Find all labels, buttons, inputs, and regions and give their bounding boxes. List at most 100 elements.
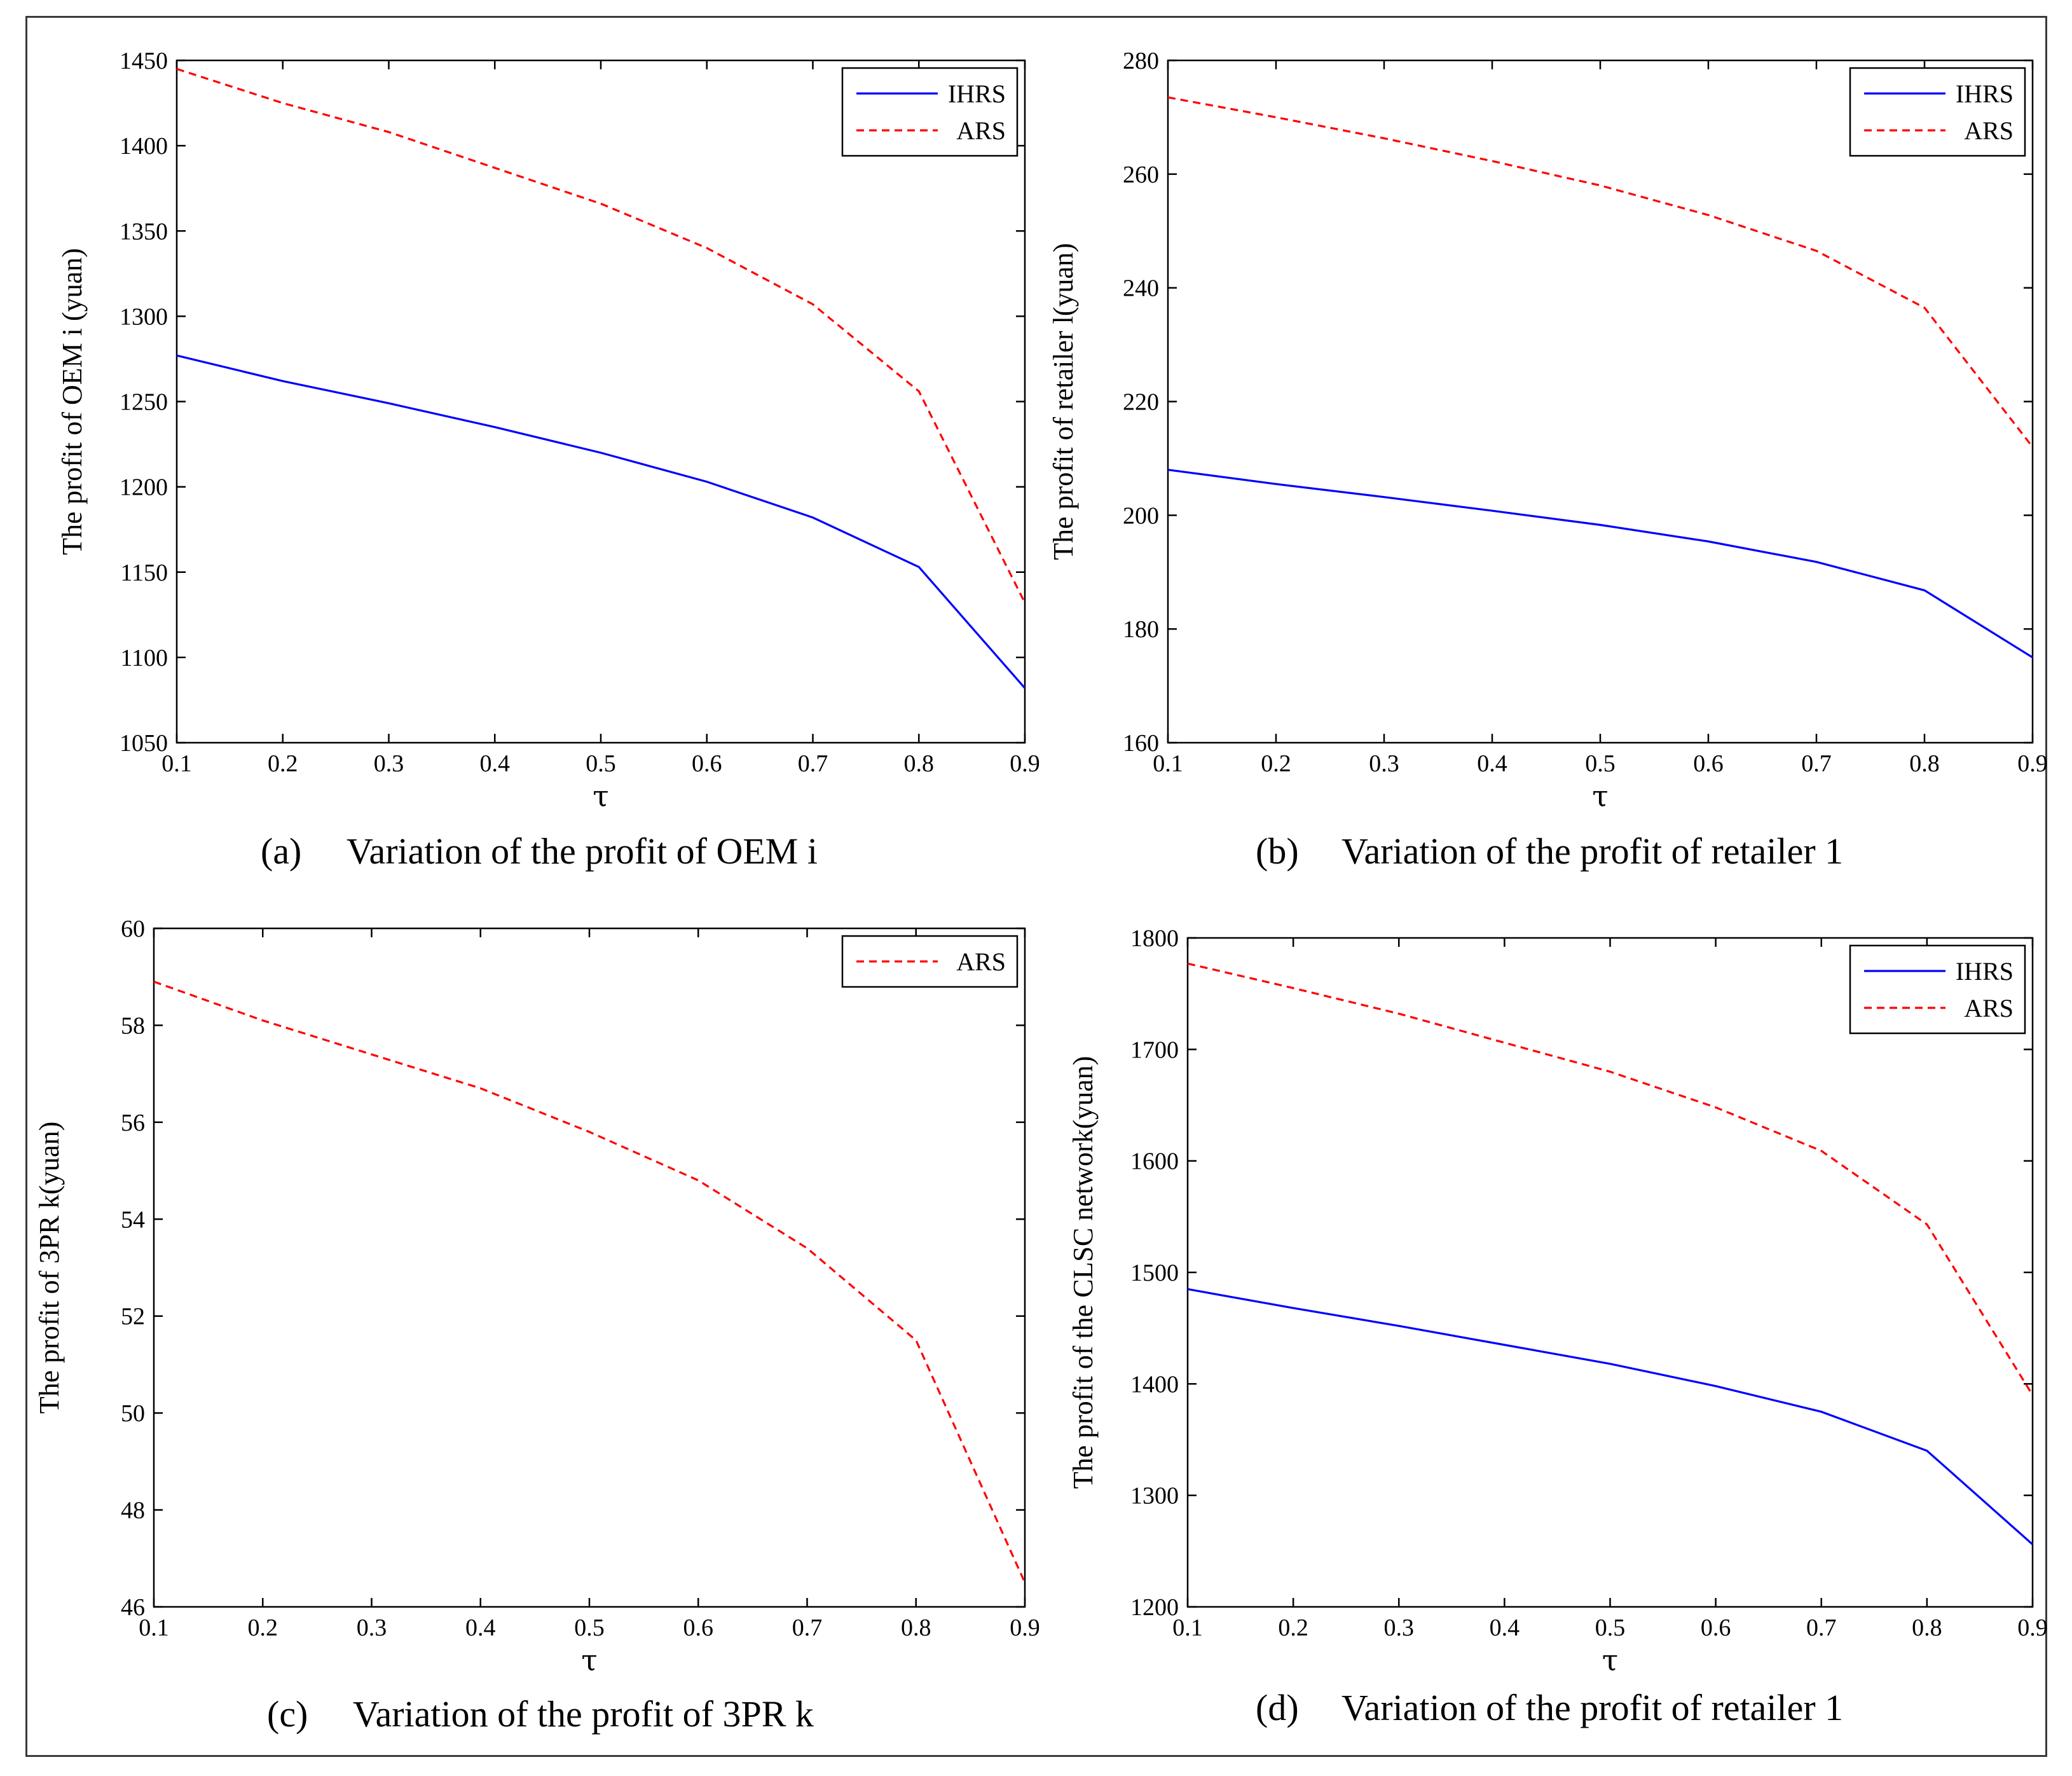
y-tick-label: 200 xyxy=(1123,502,1159,529)
chart-panel-c: 0.1 0.2 0.3 0.4 0.5 0.6 0.7 0.8 0.9 46 48 50 52 54 56 5… xyxy=(34,916,1040,1735)
legend-label: IHRS xyxy=(948,79,1006,108)
y-tick-label: 180 xyxy=(1123,616,1159,643)
caption-tag: (a) xyxy=(261,830,301,872)
caption-text: Variation of the profit of 3PR k xyxy=(353,1693,814,1735)
x-tick-label: 0.6 xyxy=(683,1614,714,1641)
legend: ARS xyxy=(841,935,1019,988)
x-tick-label: 0.9 xyxy=(2017,750,2048,777)
y-tick-label: 48 xyxy=(121,1497,145,1524)
chart-panel-d: 0.1 0.2 0.3 0.4 0.5 0.6 0.7 0.8 0.9 1200 1300 1400 1… xyxy=(1067,925,2048,1728)
x-tick-label: 0.2 xyxy=(1261,750,1291,777)
legend-label: ARS xyxy=(1964,116,2014,145)
x-tick-label: 0.5 xyxy=(1585,750,1616,777)
x-tick-label: 0.3 xyxy=(1369,750,1399,777)
x-tick-label: 0.1 xyxy=(161,750,192,777)
y-tick-label: 1100 xyxy=(120,645,168,671)
y-tick-label: 58 xyxy=(121,1012,145,1039)
caption-tag: (d) xyxy=(1256,1687,1299,1728)
caption-text: Variation of the profit of retailer 1 xyxy=(1341,1687,1843,1728)
series-line-ars xyxy=(1187,962,2034,1396)
plot-area-b xyxy=(1167,59,2034,744)
y-tick-label: 54 xyxy=(121,1206,145,1233)
legend-label: ARS xyxy=(956,116,1006,145)
x-tick-label: 0.3 xyxy=(374,750,404,777)
plot-area-d xyxy=(1186,937,2034,1608)
caption-tag: (b) xyxy=(1256,830,1299,872)
x-tick-label: 0.8 xyxy=(901,1614,931,1641)
x-axis-label: τ xyxy=(1602,1643,1618,1677)
y-tick-label: 1200 xyxy=(1130,1594,1179,1621)
x-tick-label: 0.6 xyxy=(1701,1614,1731,1641)
y-tick-label: 1300 xyxy=(120,303,168,330)
y-tick-label: 280 xyxy=(1123,48,1159,74)
plot-area-c xyxy=(153,927,1026,1608)
legend-label: IHRS xyxy=(1956,957,2014,986)
legend-label: ARS xyxy=(1964,994,2014,1022)
series-line-ars xyxy=(1167,96,2034,448)
x-tick-label: 0.9 xyxy=(1010,1614,1040,1641)
legend: IHRS ARS xyxy=(1849,944,2026,1035)
y-tick-label: 52 xyxy=(121,1304,145,1330)
x-tick-label: 0.8 xyxy=(1912,1614,1942,1641)
y-axis-label: The profit of 3PR k(yuan) xyxy=(34,1122,65,1414)
caption-tag: (c) xyxy=(267,1693,308,1735)
x-tick-label: 0.8 xyxy=(1909,750,1940,777)
y-tick-label: 240 xyxy=(1123,275,1159,302)
series-line-ars xyxy=(176,67,1026,603)
series-line-ars xyxy=(153,981,1026,1583)
x-tick-label: 0.2 xyxy=(1278,1614,1308,1641)
x-tick-label: 0.9 xyxy=(2017,1614,2048,1641)
x-tick-label: 0.6 xyxy=(1693,750,1724,777)
x-tick-label: 0.4 xyxy=(480,750,511,777)
x-axis-label: τ xyxy=(1592,779,1608,813)
y-tick-label: 1700 xyxy=(1130,1036,1179,1063)
y-tick-label: 160 xyxy=(1123,730,1159,757)
x-tick-label: 0.3 xyxy=(1384,1614,1415,1641)
y-tick-label: 50 xyxy=(121,1400,145,1427)
legend-label: ARS xyxy=(956,947,1006,976)
y-tick-label: 1200 xyxy=(120,474,168,501)
caption-text: Variation of the profit of OEM i xyxy=(346,830,818,872)
x-axis-label: τ xyxy=(593,779,608,813)
x-tick-label: 0.1 xyxy=(1172,1614,1203,1641)
legend-label: IHRS xyxy=(1956,79,2014,108)
x-tick-label: 0.4 xyxy=(1477,750,1507,777)
y-tick-label: 1050 xyxy=(120,730,168,757)
x-tick-label: 0.1 xyxy=(1153,750,1183,777)
x-tick-label: 0.7 xyxy=(1801,750,1832,777)
y-tick-label: 220 xyxy=(1123,389,1159,416)
y-tick-label: 1450 xyxy=(120,48,168,74)
y-tick-label: 1500 xyxy=(1130,1260,1179,1286)
y-tick-label: 1300 xyxy=(1130,1483,1179,1510)
x-tick-label: 0.4 xyxy=(1490,1614,1520,1641)
series-line-ihrs xyxy=(1187,1288,2034,1545)
plot-area-a xyxy=(175,59,1026,744)
y-tick-label: 1250 xyxy=(120,389,168,416)
caption-text: Variation of the profit of retailer 1 xyxy=(1341,830,1843,872)
y-tick-label: 1350 xyxy=(120,218,168,245)
x-tick-label: 0.1 xyxy=(139,1614,169,1641)
x-tick-label: 0.5 xyxy=(1595,1614,1626,1641)
legend: IHRS ARS xyxy=(841,67,1019,157)
legend-box xyxy=(841,67,1019,157)
x-tick-label: 0.2 xyxy=(268,750,298,777)
y-tick-label: 1600 xyxy=(1130,1148,1179,1175)
x-tick-label: 0.9 xyxy=(1010,750,1040,777)
x-tick-label: 0.5 xyxy=(574,1614,605,1641)
chart-panel-a: 0.1 0.2 0.3 0.4 0.5 0.6 0.7 0.8 0.9 1050 1100 1150 1… xyxy=(57,48,1040,872)
series-line-ihrs xyxy=(176,354,1026,689)
x-tick-label: 0.7 xyxy=(1806,1614,1837,1641)
y-tick-label: 56 xyxy=(121,1110,145,1136)
y-tick-label: 1400 xyxy=(1130,1371,1179,1398)
x-tick-label: 0.6 xyxy=(692,750,722,777)
y-axis-label: The profit of OEM i (yuan) xyxy=(57,248,88,555)
x-tick-label: 0.7 xyxy=(792,1614,823,1641)
y-axis-label: The profit of retailer l(yuan) xyxy=(1048,243,1079,560)
x-tick-label: 0.2 xyxy=(248,1614,278,1641)
y-tick-label: 60 xyxy=(121,916,145,942)
x-tick-label: 0.4 xyxy=(465,1614,496,1641)
chart-panel-b: 0.1 0.2 0.3 0.4 0.5 0.6 0.7 0.8 0.9 160 180 200 220 2… xyxy=(1048,48,2048,872)
legend-box xyxy=(1849,67,2026,157)
y-tick-label: 1150 xyxy=(120,560,168,586)
series-line-ihrs xyxy=(1167,469,2033,659)
